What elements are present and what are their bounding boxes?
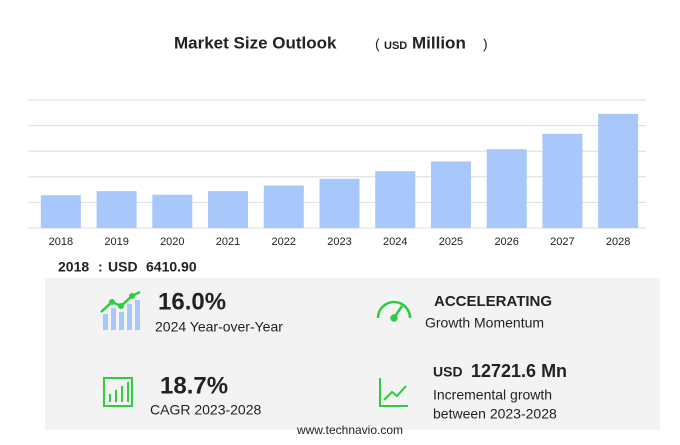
chart-title: Market Size Outlook <box>174 33 337 52</box>
base-separator: : <box>98 259 103 275</box>
kpi-currency: USD <box>433 364 463 380</box>
bar <box>96 191 137 228</box>
x-tick-label: 2023 <box>327 236 351 248</box>
base-year: 2018 <box>58 259 89 275</box>
x-tick-label: 2028 <box>606 236 630 248</box>
x-tick-label: 2019 <box>104 236 128 248</box>
kpi-value: 18.7% <box>160 372 228 399</box>
cagr-icon <box>103 377 133 407</box>
x-tick-label: 2025 <box>439 236 463 248</box>
x-tick-label: 2027 <box>550 236 574 248</box>
bar <box>263 185 304 228</box>
momentum-icon <box>376 300 412 322</box>
x-tick-label: 2021 <box>216 236 240 248</box>
bar <box>152 194 193 228</box>
x-tick-label: 2018 <box>49 236 73 248</box>
x-tick-label: 2022 <box>272 236 296 248</box>
kpi-label: Growth Momentum <box>425 315 544 331</box>
unit-currency: USD <box>384 40 407 52</box>
bar <box>319 178 360 228</box>
unit-close: ) <box>483 36 488 52</box>
incremental-icon <box>379 378 408 407</box>
bar <box>542 133 583 228</box>
bar <box>598 113 639 228</box>
kpi-panel <box>45 278 660 430</box>
kpi-label: CAGR 2023-2028 <box>150 402 262 418</box>
bar <box>208 191 249 228</box>
bar <box>40 195 81 228</box>
x-tick-label: 2024 <box>383 236 407 248</box>
yoy-icon <box>100 290 141 330</box>
x-tick-label: 2020 <box>160 236 184 248</box>
kpi-label: 2024 Year-over-Year <box>155 319 283 335</box>
bar <box>375 171 416 228</box>
unit-name: Million <box>412 33 466 52</box>
bar <box>486 149 527 228</box>
bar <box>430 161 471 228</box>
kpi-label: between 2023-2028 <box>433 406 557 422</box>
kpi-label: Incremental growth <box>433 387 552 403</box>
x-tick-label: 2026 <box>494 236 518 248</box>
unit-open: ( <box>375 36 380 52</box>
footer: www.technavio.com <box>296 423 403 437</box>
kpi-value: 12721.6 Mn <box>471 361 567 381</box>
kpi-value: ACCELERATING <box>434 293 552 310</box>
base-currency: USD <box>108 259 138 275</box>
kpi-value: 16.0% <box>158 288 226 315</box>
base-amount: 6410.90 <box>146 259 197 275</box>
